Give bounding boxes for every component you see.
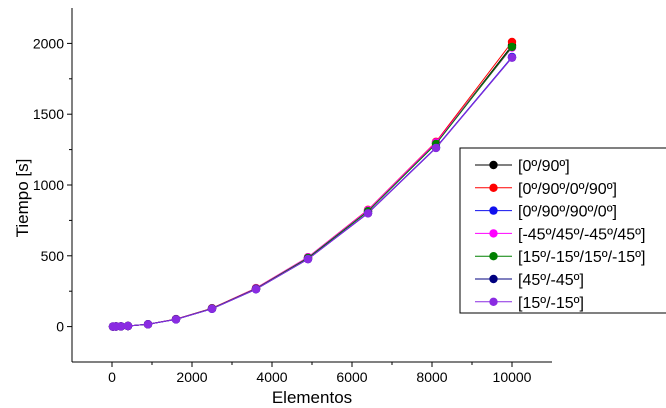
y-tick-label: 500: [41, 248, 65, 264]
series-group: [108, 52, 517, 331]
x-tick-label: 2000: [176, 369, 207, 385]
y-tick-label: 2000: [33, 35, 64, 51]
data-point: [507, 42, 517, 52]
data-point: [171, 315, 181, 324]
x-tick-label: 8000: [416, 369, 447, 385]
data-point: [303, 254, 313, 264]
legend-label: [0º/90º/0º/90º]: [518, 181, 617, 198]
legend-swatch-marker: [489, 297, 498, 306]
legend-swatch-marker: [489, 206, 498, 215]
data-point: [143, 320, 153, 329]
x-axis-label: Elementos: [272, 388, 352, 407]
y-tick-label: 1500: [33, 106, 64, 122]
data-point: [251, 285, 261, 294]
legend-swatch-marker: [489, 229, 498, 238]
data-point: [363, 209, 373, 218]
legend-label: [0º/90º/90º/0º]: [518, 204, 617, 221]
legend-swatch-marker: [489, 160, 498, 170]
x-tick-label: 10000: [493, 369, 532, 385]
data-point: [123, 321, 133, 331]
series-group: [108, 43, 517, 331]
series-group: [108, 37, 517, 331]
y-tick-label: 0: [56, 319, 64, 335]
y-tick-label: 1000: [33, 177, 64, 193]
legend-label: [-45º/45º/-45º/45º]: [518, 226, 645, 243]
series-line: [112, 57, 513, 328]
x-ticks: 0 2000 4000 6000 8000 10000: [108, 362, 532, 385]
legend-swatch-marker: [489, 183, 498, 192]
series-layer: [108, 37, 517, 331]
series-group: [108, 53, 517, 331]
x-tick-label: 0: [108, 369, 116, 385]
data-point: [116, 322, 126, 331]
series-group: [108, 53, 517, 331]
series-line: [112, 57, 513, 328]
series-line: [112, 56, 513, 328]
series-line: [112, 47, 513, 328]
legend: [0º/90º] [0º/90º/0º/90º] [0º/90º/90º/0º] [-…: [459, 147, 666, 314]
data-point: [431, 143, 441, 153]
legend-label: [15º/-15º/15º/-15º]: [518, 249, 645, 266]
series-line: [112, 41, 513, 328]
data-point: [207, 304, 217, 313]
legend-label: [15º/-15º]: [518, 295, 584, 312]
data-point: [507, 53, 517, 62]
x-tick-label: 6000: [336, 369, 367, 385]
series-group: [108, 42, 517, 331]
x-tick-label: 4000: [256, 369, 287, 385]
legend-label: [45º/-45º]: [518, 272, 584, 289]
y-axis-label: Tiempo [s]: [13, 159, 32, 238]
y-ticks: 0 500 1000 1500 2000: [33, 35, 72, 335]
legend-swatch-marker: [489, 274, 498, 284]
legend-swatch-marker: [489, 252, 498, 261]
legend-label: [0º/90º]: [518, 158, 570, 175]
series-line: [112, 46, 513, 328]
series-line: [112, 45, 513, 328]
series-group: [108, 41, 517, 331]
